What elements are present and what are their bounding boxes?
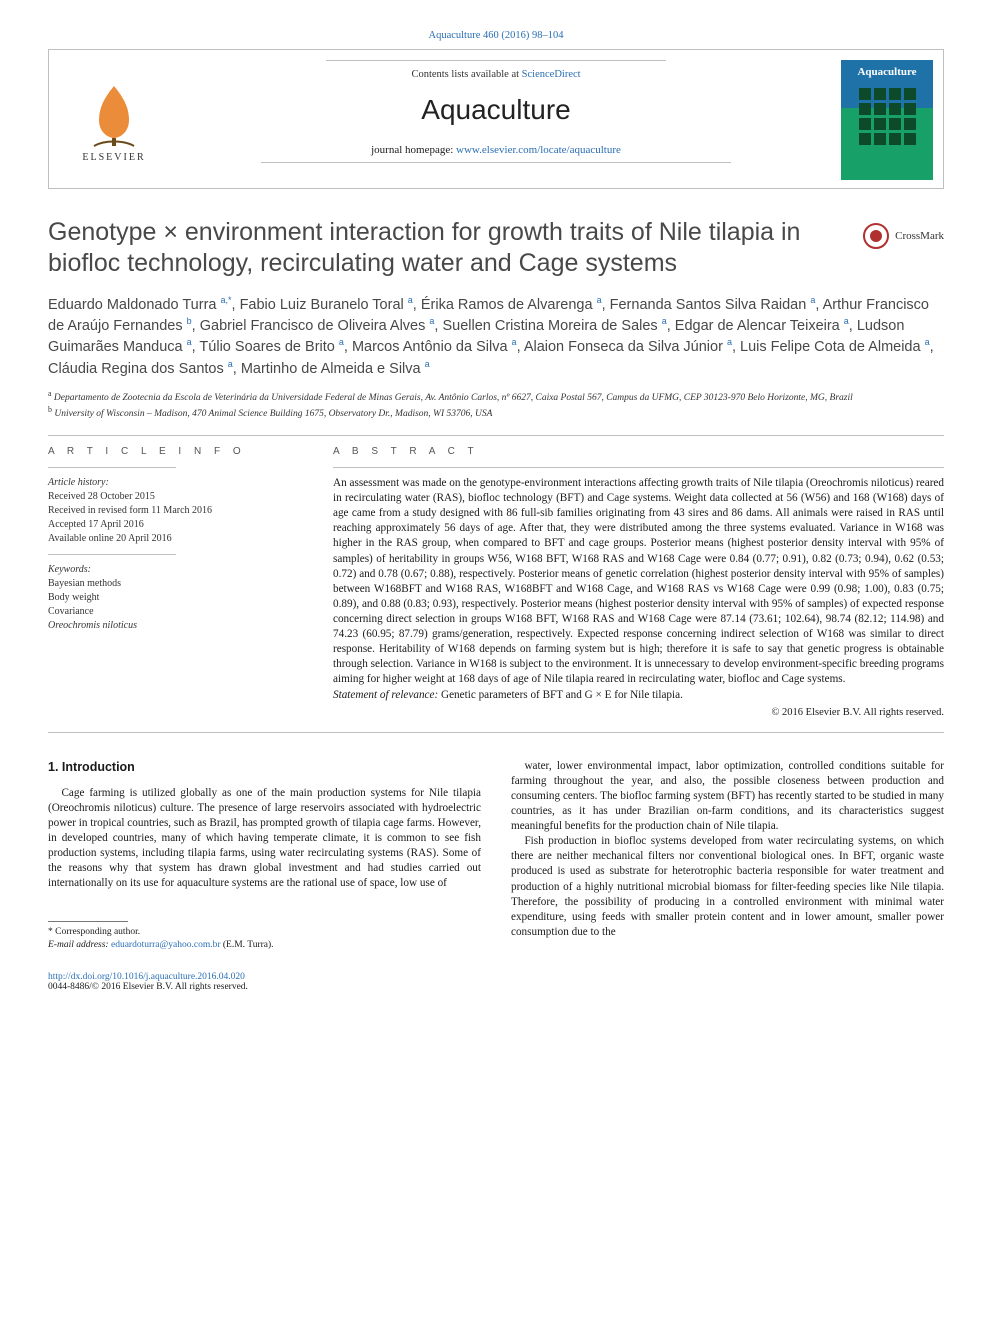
publisher-name: ELSEVIER <box>82 152 145 163</box>
article-history: Article history: Received 28 October 201… <box>48 476 303 546</box>
abstract-heading: A B S T R A C T <box>333 446 944 457</box>
crossmark-label: CrossMark <box>895 230 944 242</box>
publisher-logo: ELSEVIER <box>59 60 169 180</box>
article-info-heading: A R T I C L E I N F O <box>48 446 303 457</box>
journal-homepage: journal homepage: www.elsevier.com/locat… <box>261 144 731 163</box>
journal-home-link[interactable]: www.elsevier.com/locate/aquaculture <box>456 144 621 156</box>
contents-line: Contents lists available at ScienceDirec… <box>326 60 666 80</box>
divider <box>48 435 944 436</box>
doi-link[interactable]: http://dx.doi.org/10.1016/j.aquaculture.… <box>48 972 245 982</box>
body-paragraph: water, lower environmental impact, labor… <box>511 759 944 835</box>
info-divider <box>48 467 176 468</box>
corresponding-name: (E.M. Turra). <box>223 940 274 950</box>
statement-text: Genetic parameters of BFT and G × E for … <box>438 689 683 701</box>
body-paragraph: Fish production in biofloc systems devel… <box>511 834 944 940</box>
elsevier-tree-icon <box>79 78 149 148</box>
divider <box>48 732 944 733</box>
keywords-block: Keywords: Bayesian methods Body weight C… <box>48 563 303 633</box>
abstract-text: An assessment was made on the genotype-e… <box>333 476 944 703</box>
history-label: Article history: <box>48 476 303 490</box>
keyword: Bayesian methods <box>48 577 303 591</box>
keyword: Body weight <box>48 591 303 605</box>
corresponding-author-note: * Corresponding author. E-mail address: … <box>48 926 481 952</box>
journal-home-prefix: journal homepage: <box>371 144 456 156</box>
body-column-left: 1. Introduction Cage farming is utilized… <box>48 759 481 952</box>
contents-prefix: Contents lists available at <box>411 69 521 80</box>
abstract-copyright: © 2016 Elsevier B.V. All rights reserved… <box>333 707 944 718</box>
info-divider <box>48 554 176 555</box>
crossmark-icon <box>863 223 889 249</box>
corresponding-label: * Corresponding author. <box>48 926 481 939</box>
journal-header: ELSEVIER Contents lists available at Sci… <box>48 49 944 189</box>
top-citation: Aquaculture 460 (2016) 98–104 <box>48 30 944 41</box>
section-heading: 1. Introduction <box>48 759 481 776</box>
history-item: Accepted 17 April 2016 <box>48 518 303 532</box>
journal-name: Aquaculture <box>49 94 943 126</box>
history-item: Received 28 October 2015 <box>48 490 303 504</box>
abstract-divider <box>333 467 944 468</box>
affiliations: a Departamento de Zootecnia da Escola de… <box>48 389 944 421</box>
authors-list: Eduardo Maldonado Turra a,*, Fabio Luiz … <box>48 294 944 380</box>
issn-copyright: 0044-8486/© 2016 Elsevier B.V. All right… <box>48 982 248 992</box>
cover-title: Aquaculture <box>857 66 916 78</box>
corresponding-email-link[interactable]: eduardoturra@yahoo.com.br <box>111 940 221 950</box>
history-item: Available online 20 April 2016 <box>48 532 303 546</box>
page-footer: http://dx.doi.org/10.1016/j.aquaculture.… <box>48 972 944 992</box>
keywords-label: Keywords: <box>48 563 303 577</box>
body-paragraph: Cage farming is utilized globally as one… <box>48 786 481 892</box>
journal-cover-thumbnail: Aquaculture <box>841 60 933 180</box>
statement-label: Statement of relevance: <box>333 689 438 701</box>
cover-pattern <box>859 88 916 145</box>
keyword: Covariance <box>48 605 303 619</box>
sciencedirect-link[interactable]: ScienceDirect <box>522 69 581 80</box>
body-column-right: water, lower environmental impact, labor… <box>511 759 944 952</box>
top-citation-link[interactable]: Aquaculture 460 (2016) 98–104 <box>428 30 563 41</box>
abstract-body: An assessment was made on the genotype-e… <box>333 477 944 685</box>
article-title: Genotype × environment interaction for g… <box>48 217 818 280</box>
footnote-rule <box>48 921 128 922</box>
crossmark-badge[interactable]: CrossMark <box>863 223 944 249</box>
keyword-species: Oreochromis niloticus <box>48 619 303 633</box>
history-item: Received in revised form 11 March 2016 <box>48 504 303 518</box>
email-label: E-mail address: <box>48 940 109 950</box>
